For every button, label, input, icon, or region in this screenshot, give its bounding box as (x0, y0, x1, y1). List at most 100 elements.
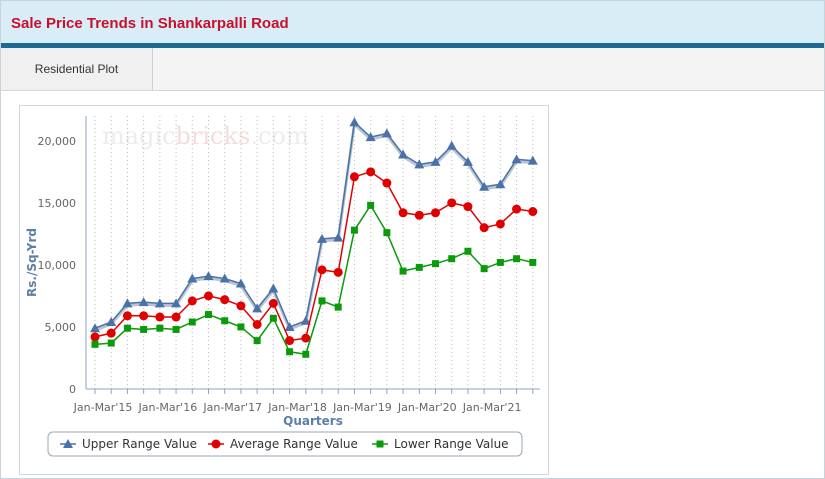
legend-label: Lower Range Value (394, 437, 509, 451)
series-upper-range-value (90, 117, 538, 333)
x-tick-label: Jan-Mar'17 (202, 401, 262, 414)
data-point-average-range-value (512, 204, 522, 214)
data-point-lower-range-value (237, 323, 245, 331)
y-tick-label: 20,000 (38, 135, 77, 148)
price-trend-chart: magicbricks.com 0 5,000 10,000 15,000 20,000… (25, 116, 540, 457)
legend-item-upper-range-value: Upper Range Value (60, 437, 197, 451)
data-point-lower-range-value (383, 229, 391, 237)
data-point-lower-range-value (156, 324, 164, 332)
data-point-average-range-value (382, 178, 392, 188)
data-point-lower-range-value (269, 314, 277, 322)
y-axis-title: Rs./Sq-Yrd (25, 228, 39, 297)
data-point-average-range-value (236, 301, 246, 311)
chart-frame: magicbricks.com 0 5,000 10,000 15,000 20,000… (19, 105, 549, 475)
data-point-lower-range-value (529, 258, 537, 266)
data-point-upper-range-value (430, 156, 441, 166)
data-point-average-range-value (171, 312, 181, 322)
header-bar: Sale Price Trends in Shankarpalli Road (1, 1, 824, 48)
data-point-upper-range-value (365, 132, 376, 142)
data-point-lower-range-value (286, 348, 294, 356)
legend-marker-icon (63, 439, 73, 448)
x-tick-label: Jan-Mar'19 (332, 401, 392, 414)
data-point-upper-range-value (446, 140, 457, 150)
data-point-upper-range-value (252, 303, 263, 313)
x-tick-label: Jan-Mar'21 (462, 401, 522, 414)
data-point-average-range-value (447, 198, 457, 208)
tab-bar: Residential Plot (1, 48, 824, 91)
legend: Upper Range Value Average Range Value Lowe… (47, 431, 523, 457)
data-point-lower-range-value (205, 311, 212, 319)
data-point-lower-range-value (318, 297, 326, 305)
data-point-average-range-value (333, 267, 343, 277)
watermark-bricks: bricks (176, 122, 251, 150)
content-area: magicbricks.com 0 5,000 10,000 15,000 20,000… (1, 91, 824, 478)
data-point-upper-range-value (479, 181, 490, 191)
x-axis-title: Quarters (283, 414, 343, 428)
x-tick-label: Jan-Mar'16 (138, 401, 198, 414)
data-point-average-range-value (268, 298, 278, 308)
legend-marker-icon (376, 440, 384, 448)
series-average-range-value (90, 167, 538, 346)
x-tick-label: Jan-Mar'20 (397, 401, 457, 414)
data-point-lower-range-value (464, 247, 472, 255)
data-point-average-range-value (139, 311, 149, 321)
axes: 0 5,000 10,000 15,000 20,000 Jan-Mar'15 Jan-Ma… (38, 116, 540, 414)
data-point-average-range-value (317, 265, 327, 275)
data-point-upper-range-value (398, 149, 409, 159)
data-point-upper-range-value (495, 179, 506, 189)
data-point-upper-range-value (462, 156, 473, 166)
tab-residential-plot[interactable]: Residential Plot (1, 48, 153, 90)
data-point-average-range-value (122, 311, 132, 321)
data-point-lower-range-value (107, 339, 115, 347)
data-point-lower-range-value (221, 317, 229, 325)
data-point-upper-range-value (106, 316, 117, 326)
data-point-lower-range-value (496, 258, 504, 266)
data-point-upper-range-value (284, 321, 295, 331)
data-point-average-range-value (252, 319, 262, 329)
legend-marker-icon (211, 439, 221, 449)
data-point-upper-range-value (300, 315, 311, 325)
data-point-upper-range-value (414, 159, 425, 169)
data-point-upper-range-value (268, 283, 279, 293)
data-point-lower-range-value (334, 303, 342, 311)
series-line-average-range-value (94, 171, 533, 342)
series-line-lower-range-value (94, 203, 533, 356)
page-title: Sale Price Trends in Shankarpalli Road (11, 15, 289, 32)
data-point-average-range-value (398, 208, 408, 218)
data-point-average-range-value (90, 332, 100, 342)
data-point-average-range-value (414, 210, 424, 220)
data-point-lower-range-value (253, 337, 261, 345)
data-point-upper-range-value (187, 273, 198, 283)
svg-text:magicbricks.com: magicbricks.com (102, 122, 309, 150)
data-point-lower-range-value (140, 325, 148, 333)
legend-label: Average Range Value (230, 437, 358, 451)
data-point-average-range-value (463, 202, 473, 212)
series-lower-range-value (91, 201, 537, 358)
data-point-average-range-value (106, 328, 116, 338)
data-point-lower-range-value (399, 267, 407, 275)
data-point-average-range-value (528, 207, 538, 217)
data-point-upper-range-value (203, 271, 214, 281)
watermark-magic: magic (102, 122, 176, 150)
data-point-lower-range-value (91, 340, 99, 348)
x-tick-label: Jan-Mar'18 (267, 401, 327, 414)
x-tick-label: Jan-Mar'15 (73, 401, 133, 414)
series-lines (90, 117, 538, 358)
watermark-com: .com (250, 122, 309, 150)
series-line-upper-range-value (94, 120, 533, 329)
data-point-average-range-value (366, 167, 376, 177)
y-tick-label: 15,000 (38, 197, 77, 210)
legend-box (47, 431, 523, 457)
data-point-average-range-value (349, 172, 359, 182)
data-point-lower-range-value (350, 226, 358, 234)
data-point-lower-range-value (448, 255, 456, 263)
data-point-upper-range-value (333, 232, 344, 242)
data-point-upper-range-value (154, 298, 165, 308)
data-point-average-range-value (220, 295, 230, 305)
data-point-upper-range-value (527, 155, 538, 165)
data-point-average-range-value (479, 223, 489, 233)
data-point-average-range-value (187, 296, 197, 306)
data-point-lower-range-value (302, 350, 310, 358)
data-point-upper-range-value (122, 298, 133, 308)
